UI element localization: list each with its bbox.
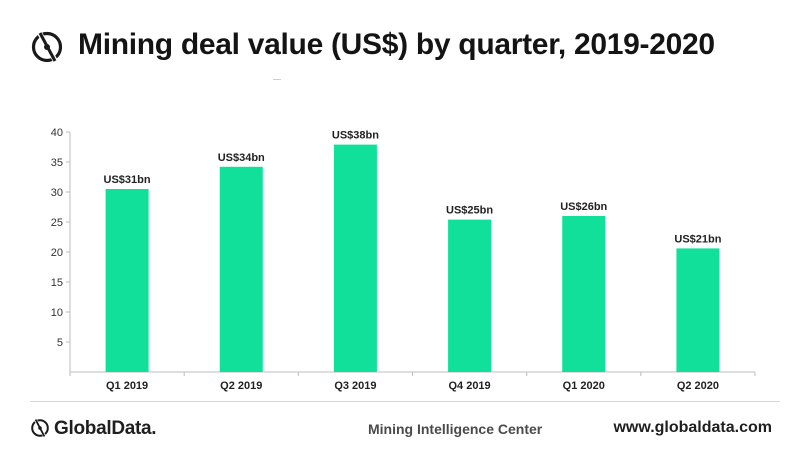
y-tick-label: 15 — [51, 277, 63, 289]
globaldata-logo-icon — [31, 30, 63, 64]
divider — [273, 79, 281, 80]
brand-name: GlobalData. — [54, 418, 157, 439]
data-label: US$34bn — [218, 152, 265, 164]
bar — [219, 166, 263, 372]
footer-divider — [30, 401, 780, 402]
data-label: US$21bn — [674, 233, 721, 245]
footer: GlobalData. Mining Intelligence Center w… — [0, 402, 800, 457]
y-tick-label: 40 — [51, 127, 63, 139]
y-tick-label: 5 — [57, 337, 63, 349]
x-category-label: Q1 2019 — [106, 380, 148, 392]
globaldata-brand-icon — [31, 418, 49, 438]
header: Mining deal value (US$) by quarter, 2019… — [0, 0, 800, 80]
data-label: US$25bn — [446, 205, 493, 217]
page-title: Mining deal value (US$) by quarter, 2019… — [78, 28, 715, 61]
data-label: US$26bn — [560, 201, 607, 213]
chart-area: 5 10 15 20 25 30 35 40 US$31bn Q1 2019 US$34bn Q2 2… — [0, 100, 800, 400]
y-tick-label: 25 — [51, 217, 63, 229]
x-category-label: Q1 2020 — [563, 380, 605, 392]
bar — [448, 219, 492, 372]
bar — [105, 189, 149, 372]
x-category-label: Q2 2020 — [677, 380, 719, 392]
bar — [676, 248, 720, 372]
x-category-label: Q3 2019 — [334, 380, 376, 392]
bar — [562, 216, 606, 372]
x-category-label: Q2 2019 — [220, 380, 262, 392]
intelligence-center-name: Mining Intelligence Center — [368, 421, 543, 437]
y-tick-label: 10 — [51, 307, 63, 319]
y-tick-label: 30 — [51, 187, 63, 199]
data-label: US$38bn — [332, 130, 379, 142]
bar — [333, 144, 377, 372]
data-label: US$31bn — [104, 174, 151, 186]
y-tick-label: 35 — [51, 157, 63, 169]
y-tick-label: 20 — [51, 247, 63, 259]
bar-chart: 5 10 15 20 25 30 35 40 US$31bn Q1 2019 US$34bn Q2 2… — [51, 127, 756, 392]
x-category-label: Q4 2019 — [448, 380, 490, 392]
website-link[interactable]: www.globaldata.com — [613, 419, 772, 436]
